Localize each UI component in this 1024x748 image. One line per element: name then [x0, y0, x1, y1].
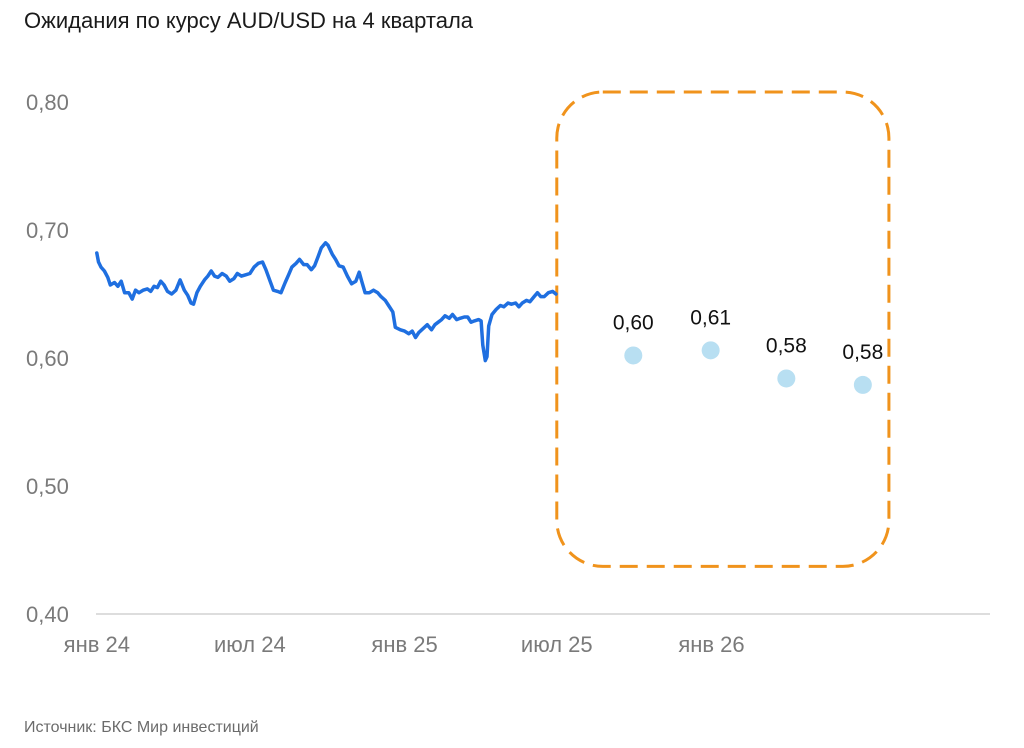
forecast-value-label: 0,60	[613, 311, 654, 334]
forecast-point	[701, 341, 720, 360]
x-tick-label: янв 25	[371, 632, 437, 657]
forecast-points: 0,60 0,61 0,58 0,58	[613, 306, 883, 394]
forecast-value-label: 0,58	[766, 334, 807, 357]
y-tick-label: 0,60	[26, 346, 69, 371]
forecast-point	[624, 346, 643, 365]
forecast-point	[853, 375, 872, 394]
y-tick-label: 0,70	[26, 218, 69, 243]
x-tick-label: июл 24	[214, 632, 286, 657]
forecast-point	[777, 369, 796, 388]
x-tick-label: янв 24	[64, 632, 130, 657]
x-axis-ticks: янв 24 июл 24 янв 25 июл 25 янв 26	[64, 632, 745, 657]
forecast-highlight-box	[555, 90, 891, 568]
x-tick-label: июл 25	[521, 632, 593, 657]
y-tick-label: 0,80	[26, 90, 69, 115]
forecast-value-label: 0,58	[842, 341, 883, 364]
forecast-value-label: 0,61	[690, 306, 731, 329]
chart-title: Ожидания по курсу AUD/USD на 4 квартала	[24, 8, 474, 33]
x-tick-label: янв 26	[678, 632, 744, 657]
y-axis-ticks: 0,80 0,70 0,60 0,50 0,40	[26, 90, 69, 627]
aud-usd-series-line	[95, 241, 558, 363]
y-tick-label: 0,40	[26, 602, 69, 627]
source-note: Источник: БКС Мир инвестиций	[24, 719, 259, 736]
y-tick-label: 0,50	[26, 474, 69, 499]
